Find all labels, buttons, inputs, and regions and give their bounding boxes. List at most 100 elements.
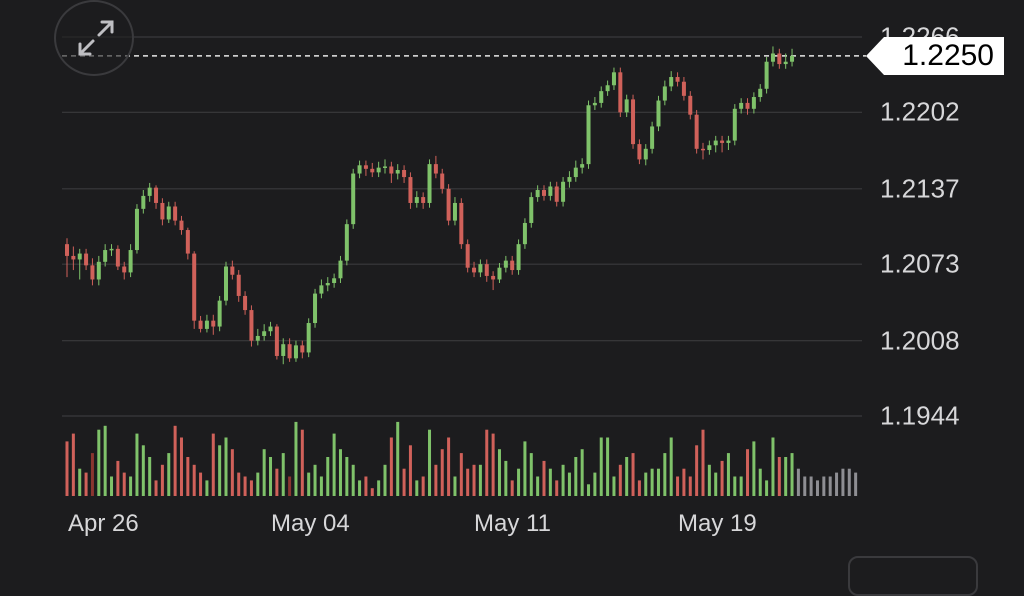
volume-bar: [809, 476, 813, 496]
volume-bar: [78, 468, 82, 496]
candle-body: [103, 250, 108, 262]
volume-bar: [281, 453, 285, 496]
candle: [542, 185, 546, 201]
candle-body: [764, 61, 769, 89]
candle: [675, 72, 680, 87]
volume-bar: [192, 464, 196, 496]
volume-bar: [90, 453, 94, 496]
candle: [268, 321, 273, 336]
candle: [446, 184, 451, 226]
candle-body: [681, 81, 686, 96]
volume-bar: [567, 472, 571, 496]
candle: [745, 98, 750, 115]
candle-body: [414, 197, 419, 203]
candle-body: [529, 197, 534, 223]
volume-bar: [599, 437, 603, 496]
candle: [433, 155, 438, 179]
volume-bar: [440, 449, 444, 496]
candle: [631, 94, 636, 149]
candle: [548, 181, 553, 201]
volume-bar: [828, 476, 832, 496]
candle-body: [783, 61, 788, 65]
volume-bar: [141, 445, 145, 496]
volume-bar: [167, 453, 171, 496]
candle: [611, 67, 616, 90]
candle-body: [637, 144, 642, 160]
candle-body: [192, 253, 197, 321]
x-tick-label: May 19: [678, 510, 757, 537]
volume-bar: [669, 437, 673, 496]
candle: [128, 244, 133, 278]
candle: [554, 181, 559, 207]
candle-body: [669, 77, 674, 87]
candle-body: [516, 244, 521, 271]
candle: [580, 158, 585, 174]
candle-body: [554, 186, 559, 202]
candle-body: [427, 164, 432, 203]
volume-bar: [854, 472, 858, 496]
candle: [516, 239, 521, 275]
candle-body: [77, 253, 82, 260]
candle: [103, 244, 108, 267]
candle: [770, 46, 775, 67]
volume-bar: [746, 449, 750, 496]
candle: [758, 84, 763, 102]
current-price-tag: 1.2250: [866, 37, 1004, 75]
volume-bar: [561, 464, 565, 496]
candle-body: [611, 72, 616, 86]
candle-body: [395, 170, 400, 174]
candle-body: [707, 145, 712, 150]
candle: [243, 291, 248, 315]
candle-body: [90, 265, 95, 280]
volume-bar: [841, 468, 845, 496]
volume-bar: [574, 457, 578, 496]
current-price-value: 1.2250: [902, 39, 994, 72]
candle: [491, 271, 496, 291]
candle-body: [421, 197, 426, 203]
candle: [249, 305, 254, 347]
volume-bar: [332, 433, 336, 496]
expand-chart-button[interactable]: [54, 0, 134, 76]
volume-bar: [345, 457, 349, 496]
candle: [179, 215, 184, 235]
candle-body: [230, 266, 235, 275]
volume-bar: [815, 480, 819, 496]
volume-bar: [364, 476, 368, 496]
candle-body: [484, 264, 489, 276]
candle: [688, 91, 693, 120]
candle: [662, 80, 667, 106]
candle: [395, 164, 400, 180]
volume-bar: [224, 437, 228, 496]
candle-body: [701, 148, 705, 151]
candle-body: [510, 260, 515, 271]
volume-bar: [129, 476, 133, 496]
volume-bar: [199, 472, 203, 496]
x-tick-label: May 11: [474, 510, 551, 537]
volume-bar: [370, 488, 374, 496]
candle-body: [631, 99, 636, 145]
candle: [421, 192, 426, 209]
volume-bar: [695, 445, 699, 496]
candle-body: [497, 267, 502, 280]
volume-bar: [835, 472, 839, 496]
volume-bar: [625, 457, 629, 496]
volume-bar: [637, 480, 641, 496]
candle-body: [643, 148, 648, 160]
bottom-control-button[interactable]: [848, 556, 978, 596]
candle-body: [71, 255, 76, 260]
volume-bar: [587, 484, 591, 496]
candle-body: [459, 202, 464, 245]
volume-bar: [790, 453, 794, 496]
volume-bar: [434, 464, 438, 496]
volume-bar: [593, 472, 597, 496]
candle: [694, 109, 699, 154]
candle-body: [777, 53, 782, 65]
volume-bar: [402, 468, 406, 496]
candle-body: [440, 173, 445, 189]
candle-body: [115, 248, 120, 267]
candle: [573, 160, 578, 182]
candle: [255, 328, 260, 346]
volume-bar: [618, 464, 622, 496]
candle: [720, 135, 725, 153]
volume-bar: [784, 457, 788, 496]
